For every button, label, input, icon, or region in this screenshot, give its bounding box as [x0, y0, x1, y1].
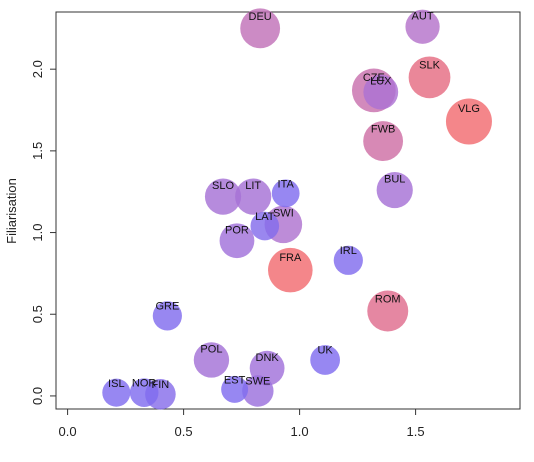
- point-label-rom: ROM: [375, 293, 401, 305]
- x-tick-label: 1.5: [407, 424, 425, 439]
- point-label-est: EST: [224, 375, 246, 387]
- point-label-nor: NOR: [132, 378, 157, 390]
- bubble-irl: [333, 245, 363, 275]
- y-tick-label: 1.0: [30, 224, 45, 242]
- bubble-lat: [250, 211, 280, 241]
- point-label-deu: DEU: [249, 11, 272, 23]
- point-label-bul: BUL: [384, 173, 405, 185]
- point-label-pol: POL: [200, 344, 222, 356]
- y-axis-title: Filiarisation: [4, 178, 19, 244]
- bubble-deu: [240, 8, 281, 49]
- bubble-lit: [235, 178, 272, 215]
- bubble-bul: [376, 171, 413, 209]
- x-tick-label: 0.5: [175, 424, 193, 439]
- bubble-por: [219, 223, 255, 259]
- y-tick-label: 1.5: [30, 142, 45, 160]
- bubble-fra: [268, 247, 313, 293]
- bubble-slo: [204, 178, 242, 215]
- y-tick-label: 0.5: [30, 305, 45, 323]
- point-label-fra: FRA: [279, 252, 302, 264]
- bubble-swe: [242, 375, 274, 407]
- bubble-rom: [367, 290, 409, 332]
- point-label-ita: ITA: [278, 179, 295, 191]
- point-label-uk: UK: [317, 345, 333, 357]
- bubble-fwb: [363, 121, 404, 161]
- bubble-lux: [363, 74, 399, 110]
- y-tick-label: 0.0: [30, 387, 45, 405]
- point-label-vlg: VLG: [458, 103, 480, 115]
- bubble-ita: [271, 179, 300, 208]
- point-label-isl: ISL: [108, 378, 125, 390]
- point-label-irl: IRL: [340, 245, 357, 257]
- point-label-cze: CZE: [363, 72, 385, 84]
- point-label-lat: LAT: [255, 211, 275, 223]
- point-label-swe: SWE: [245, 375, 270, 387]
- x-axis: 0.0 0.5 1.0 1.5: [59, 409, 425, 439]
- point-label-dnk: DNK: [256, 352, 280, 364]
- point-label-lux: LUX: [370, 76, 392, 88]
- y-tick-label: 2.0: [30, 60, 45, 78]
- point-label-por: POR: [225, 224, 249, 236]
- bubble-est: [221, 375, 249, 403]
- bubble-isl: [102, 378, 131, 407]
- y-axis: 0.0 0.5 1.0 1.5 2.0: [30, 60, 56, 405]
- point-label-slk: SLK: [419, 60, 440, 72]
- x-tick-label: 0.0: [59, 424, 77, 439]
- point-label-lit: LIT: [245, 180, 261, 192]
- point-label-fwb: FWB: [371, 124, 395, 136]
- point-label-fin: FIN: [152, 379, 170, 391]
- bubble-aut: [405, 9, 440, 44]
- bubble-slk: [408, 56, 451, 99]
- point-label-slo: SLO: [212, 180, 234, 192]
- bubble-nor: [129, 378, 159, 407]
- bubble-uk: [310, 345, 340, 375]
- bubble-layer: [102, 8, 492, 410]
- bubble-vlg: [445, 98, 492, 145]
- plot-frame: [55, 11, 521, 410]
- bubble-pol: [193, 342, 230, 378]
- point-label-swi: SWI: [273, 207, 294, 219]
- point-label-gre: GRE: [155, 301, 179, 313]
- bubble-gre: [152, 301, 182, 331]
- x-tick-label: 1.0: [291, 424, 309, 439]
- point-label-aut: AUT: [412, 11, 434, 23]
